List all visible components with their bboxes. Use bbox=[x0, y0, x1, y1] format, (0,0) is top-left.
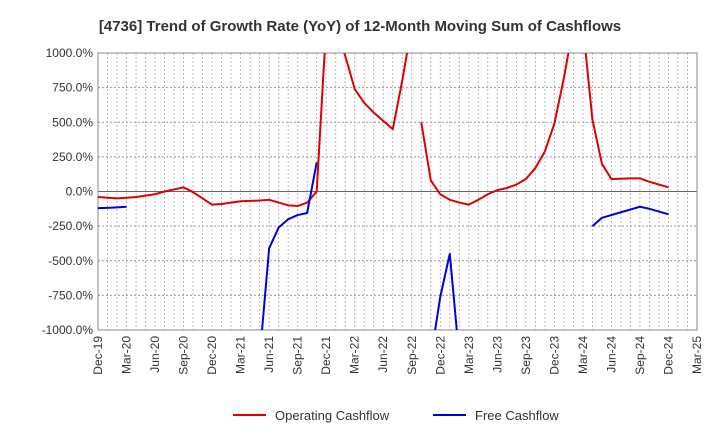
x-tick-label: Sep-20 bbox=[177, 336, 191, 375]
x-tick-label: Mar-21 bbox=[234, 336, 248, 374]
x-tick-label: Mar-24 bbox=[576, 336, 590, 374]
y-tick-label: 500.0% bbox=[52, 115, 93, 129]
y-tick-label: 0.0% bbox=[66, 185, 94, 199]
x-tick-label: Mar-25 bbox=[690, 336, 704, 374]
y-tick-label: -500.0% bbox=[48, 254, 93, 268]
x-tick-label: Dec-22 bbox=[433, 336, 447, 375]
y-tick-label: -750.0% bbox=[48, 288, 93, 302]
legend-label: Operating Cashflow bbox=[275, 408, 390, 423]
x-tick-label: Jun-21 bbox=[262, 336, 276, 373]
x-tick-label: Jun-20 bbox=[148, 336, 162, 373]
x-tick-label: Jun-22 bbox=[376, 336, 390, 373]
y-tick-label: 250.0% bbox=[52, 150, 93, 164]
x-tick-label: Dec-23 bbox=[547, 336, 561, 375]
x-tick-label: Dec-24 bbox=[661, 336, 675, 375]
y-tick-label: -1000.0% bbox=[42, 323, 94, 337]
grid bbox=[97, 52, 698, 331]
legend: Operating Cashflow Free Cashflow bbox=[233, 408, 559, 423]
x-tick-label: Jun-24 bbox=[604, 336, 618, 373]
series-line bbox=[98, 162, 669, 330]
x-tick-label: Dec-21 bbox=[319, 336, 333, 375]
y-tick-label: 750.0% bbox=[52, 81, 93, 95]
x-axis: Dec-19 Mar-20 Jun-20 Sep-20 Dec-20 Mar-21 Jun-… bbox=[91, 336, 704, 375]
y-tick-label: 1000.0% bbox=[46, 46, 94, 60]
x-tick-label: Mar-23 bbox=[462, 336, 476, 374]
series-line bbox=[98, 53, 669, 208]
plot-frame bbox=[97, 52, 698, 331]
x-tick-label: Jun-23 bbox=[490, 336, 504, 373]
x-tick-label: Mar-22 bbox=[348, 336, 362, 374]
x-tick-label: Sep-24 bbox=[633, 336, 647, 375]
x-tick-label: Dec-20 bbox=[205, 336, 219, 375]
x-tick-label: Sep-23 bbox=[519, 336, 533, 375]
x-tick-label: Sep-21 bbox=[291, 336, 305, 375]
x-tick-label: Dec-19 bbox=[91, 336, 105, 375]
series-layer bbox=[98, 53, 669, 330]
y-axis: 1000.0% 750.0% 500.0% 250.0% 0.0% -250.0% -500… bbox=[42, 46, 94, 337]
x-tick-label: Sep-22 bbox=[405, 336, 419, 375]
chart-title: [4736] Trend of Growth Rate (YoY) of 12-… bbox=[99, 18, 621, 35]
y-tick-label: -250.0% bbox=[48, 219, 93, 233]
x-tick-label: Mar-20 bbox=[120, 336, 134, 374]
legend-label: Free Cashflow bbox=[475, 408, 559, 423]
